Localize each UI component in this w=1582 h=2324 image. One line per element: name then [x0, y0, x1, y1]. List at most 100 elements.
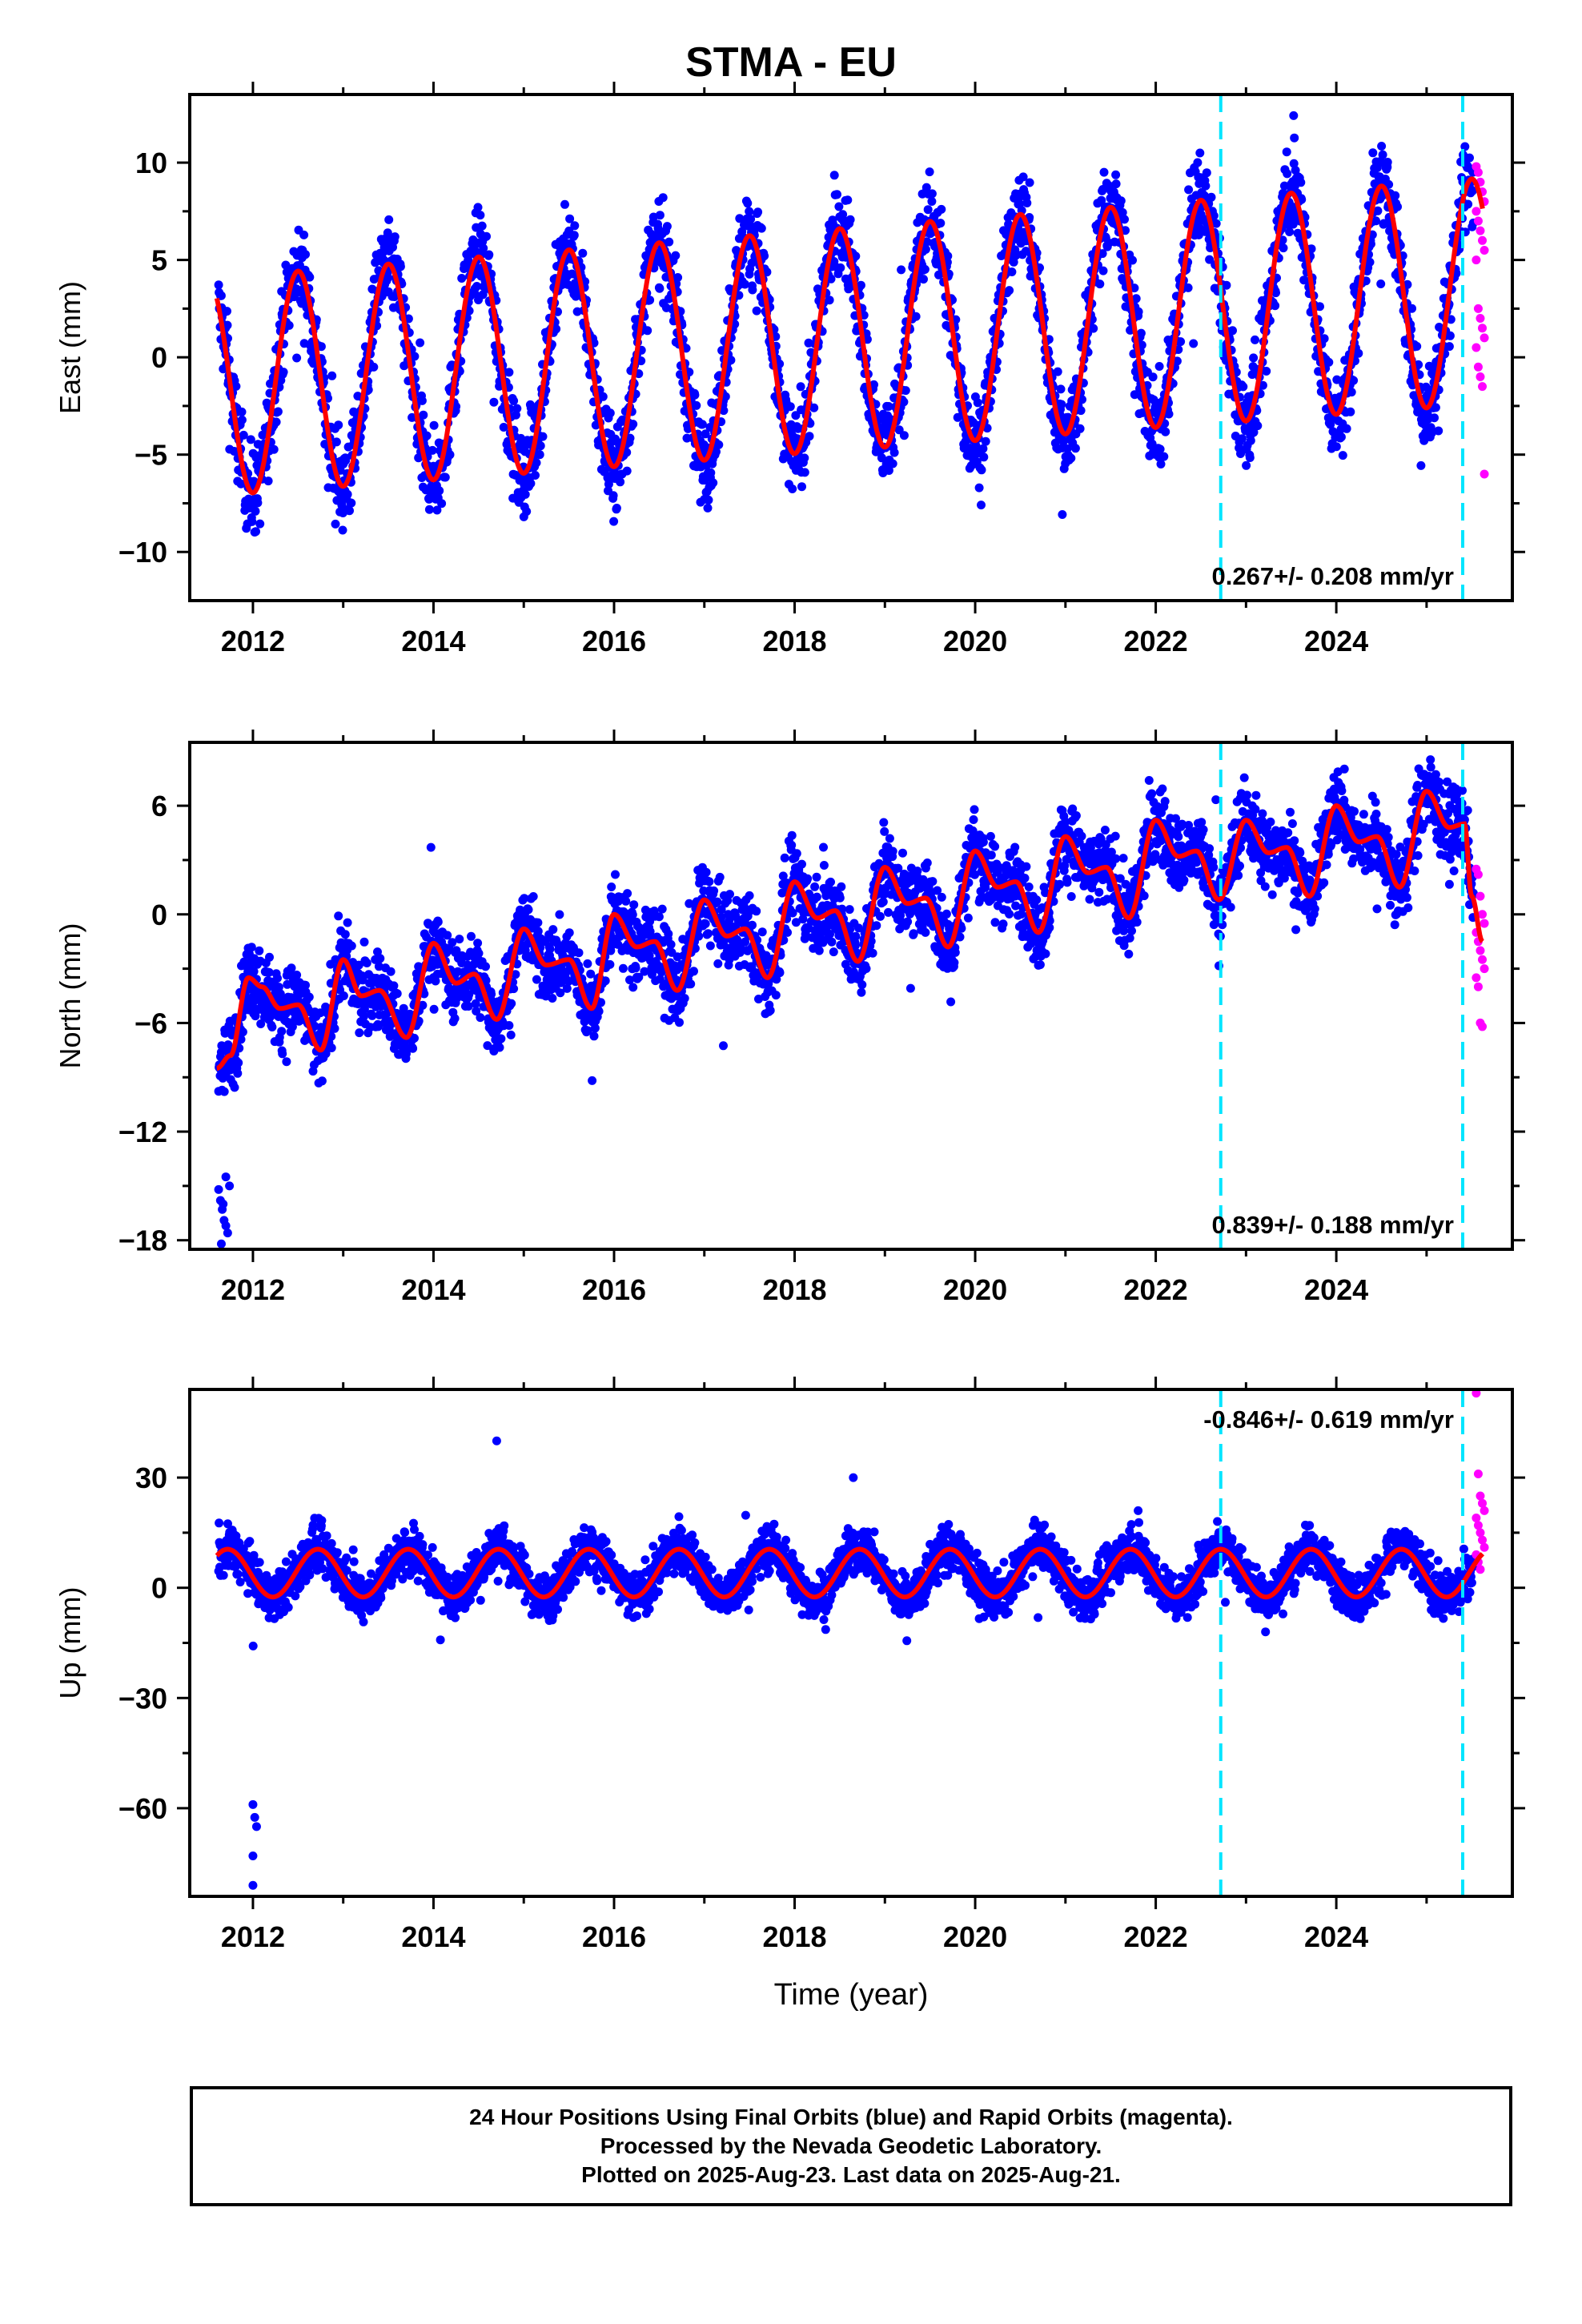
- data-point: [877, 453, 886, 463]
- data-point: [689, 967, 698, 976]
- data-point: [843, 195, 853, 205]
- data-point: [686, 979, 696, 989]
- data-point: [321, 1049, 331, 1059]
- data-point: [607, 883, 616, 891]
- data-point: [662, 222, 672, 231]
- data-point: [869, 380, 878, 389]
- data-point: [287, 963, 296, 973]
- data-point: [247, 943, 256, 952]
- data-point: [775, 968, 785, 978]
- data-point: [1384, 179, 1394, 189]
- page-title: STMA - EU: [685, 39, 897, 86]
- data-point: [1147, 439, 1157, 448]
- data-point: [1465, 153, 1474, 163]
- data-point: [301, 250, 310, 259]
- data-point: [583, 959, 592, 968]
- data-point: [1336, 432, 1346, 442]
- data-point: [919, 275, 928, 284]
- data-point: [1331, 442, 1341, 452]
- data-point: [464, 990, 474, 999]
- data-point: [937, 204, 946, 214]
- data-point: [316, 342, 326, 352]
- east-model-line: [214, 176, 1485, 496]
- data-point: [339, 991, 348, 1000]
- data-point: [655, 211, 665, 220]
- data-point: [1349, 376, 1359, 385]
- data-point: [819, 861, 829, 870]
- data-point: [1154, 362, 1164, 371]
- data-point: [223, 320, 232, 330]
- data-point: [1137, 340, 1146, 350]
- data-point: [743, 199, 753, 208]
- data-point: [1393, 202, 1402, 211]
- data-point: [803, 874, 813, 883]
- data-point: [792, 849, 801, 858]
- data-point: [274, 983, 283, 992]
- data-point: [269, 444, 279, 454]
- data-point: [246, 435, 255, 444]
- data-point: [278, 1049, 287, 1059]
- data-point: [367, 1011, 377, 1020]
- data-point: [787, 840, 797, 850]
- data-point: [899, 397, 909, 407]
- data-point: [791, 411, 801, 420]
- data-point: [271, 417, 281, 427]
- data-point: [634, 972, 644, 982]
- data-point: [331, 519, 340, 529]
- data-point: [757, 223, 766, 233]
- data-point: [1075, 424, 1085, 433]
- data-point: [1089, 324, 1098, 333]
- data-point: [671, 251, 681, 260]
- data-point: [482, 231, 491, 241]
- data-point: [1332, 375, 1342, 384]
- data-point: [636, 356, 646, 366]
- data-point: [640, 967, 649, 976]
- y-tick-label: −5: [135, 439, 167, 472]
- data-point: [590, 1023, 600, 1033]
- data-point: [418, 1000, 428, 1010]
- data-point: [556, 988, 565, 998]
- data-point: [273, 974, 282, 983]
- data-point: [745, 207, 754, 216]
- data-point: [1246, 436, 1255, 445]
- data-point: [1242, 460, 1251, 470]
- data-point: [746, 215, 756, 224]
- data-point: [277, 1027, 287, 1036]
- data-point: [284, 320, 294, 330]
- data-point: [1289, 159, 1299, 168]
- data-point: [666, 939, 676, 949]
- data-point: [437, 499, 447, 509]
- data-point: [1249, 428, 1259, 437]
- data-point: [343, 489, 352, 499]
- data-point: [399, 1003, 408, 1013]
- data-point: [267, 1023, 277, 1031]
- data-point: [354, 960, 363, 970]
- data-point: [472, 1007, 481, 1016]
- data-point: [404, 314, 413, 324]
- data-point: [1251, 335, 1259, 344]
- data-point: [1407, 304, 1416, 313]
- data-point: [535, 450, 544, 460]
- data-point: [292, 353, 302, 363]
- data-point: [709, 886, 719, 895]
- data-point: [825, 296, 834, 305]
- data-point: [481, 975, 491, 985]
- data-point: [1283, 169, 1292, 179]
- data-point: [520, 489, 530, 499]
- data-point: [347, 941, 356, 951]
- data-point: [788, 908, 797, 918]
- data-point: [1066, 453, 1076, 463]
- data-point: [797, 859, 806, 869]
- data-point: [369, 362, 379, 372]
- rapid-point: [1480, 333, 1489, 343]
- data-point: [477, 221, 487, 231]
- data-point: [675, 1018, 684, 1027]
- data-point: [1095, 279, 1105, 289]
- data-point: [611, 870, 620, 879]
- rapid-point: [1476, 226, 1485, 235]
- data-point: [331, 437, 341, 447]
- data-point: [374, 1022, 383, 1031]
- data-point: [341, 456, 351, 465]
- data-point: [481, 962, 490, 971]
- data-point: [1128, 255, 1137, 265]
